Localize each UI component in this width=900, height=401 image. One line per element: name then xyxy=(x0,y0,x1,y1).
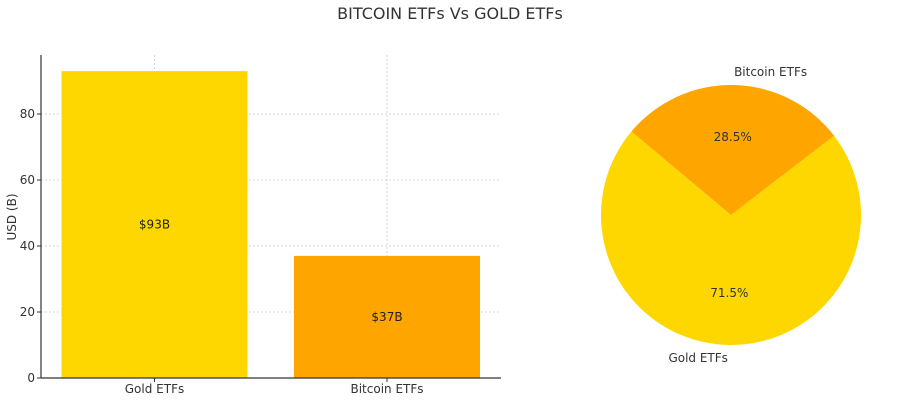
bar-value-label: $93B xyxy=(139,218,170,232)
y-axis-label: USD (B) xyxy=(5,193,19,240)
pie-percent-label: 71.5% xyxy=(710,286,748,300)
bar-gold-etfs xyxy=(61,71,248,378)
y-tick-label: 40 xyxy=(20,239,35,253)
y-tick-label: 80 xyxy=(20,107,35,121)
x-tick-label: Gold ETFs xyxy=(125,382,184,396)
x-tick-label: Bitcoin ETFs xyxy=(350,382,423,396)
pie-percent-label: 28.5% xyxy=(714,130,752,144)
pie-label: Gold ETFs xyxy=(668,351,727,365)
y-tick-label: 60 xyxy=(20,173,35,187)
bar-bitcoin-etfs xyxy=(294,255,480,378)
pie-label: Bitcoin ETFs xyxy=(734,65,807,79)
y-tick-label: 20 xyxy=(20,305,35,319)
chart-title: BITCOIN ETFs Vs GOLD ETFs xyxy=(337,4,563,23)
bar-value-label: $37B xyxy=(371,310,402,324)
pie-slice-gold-etfs xyxy=(601,131,861,345)
pie-slice-bitcoin-etfs xyxy=(631,85,835,215)
y-tick-label: 0 xyxy=(27,371,35,385)
